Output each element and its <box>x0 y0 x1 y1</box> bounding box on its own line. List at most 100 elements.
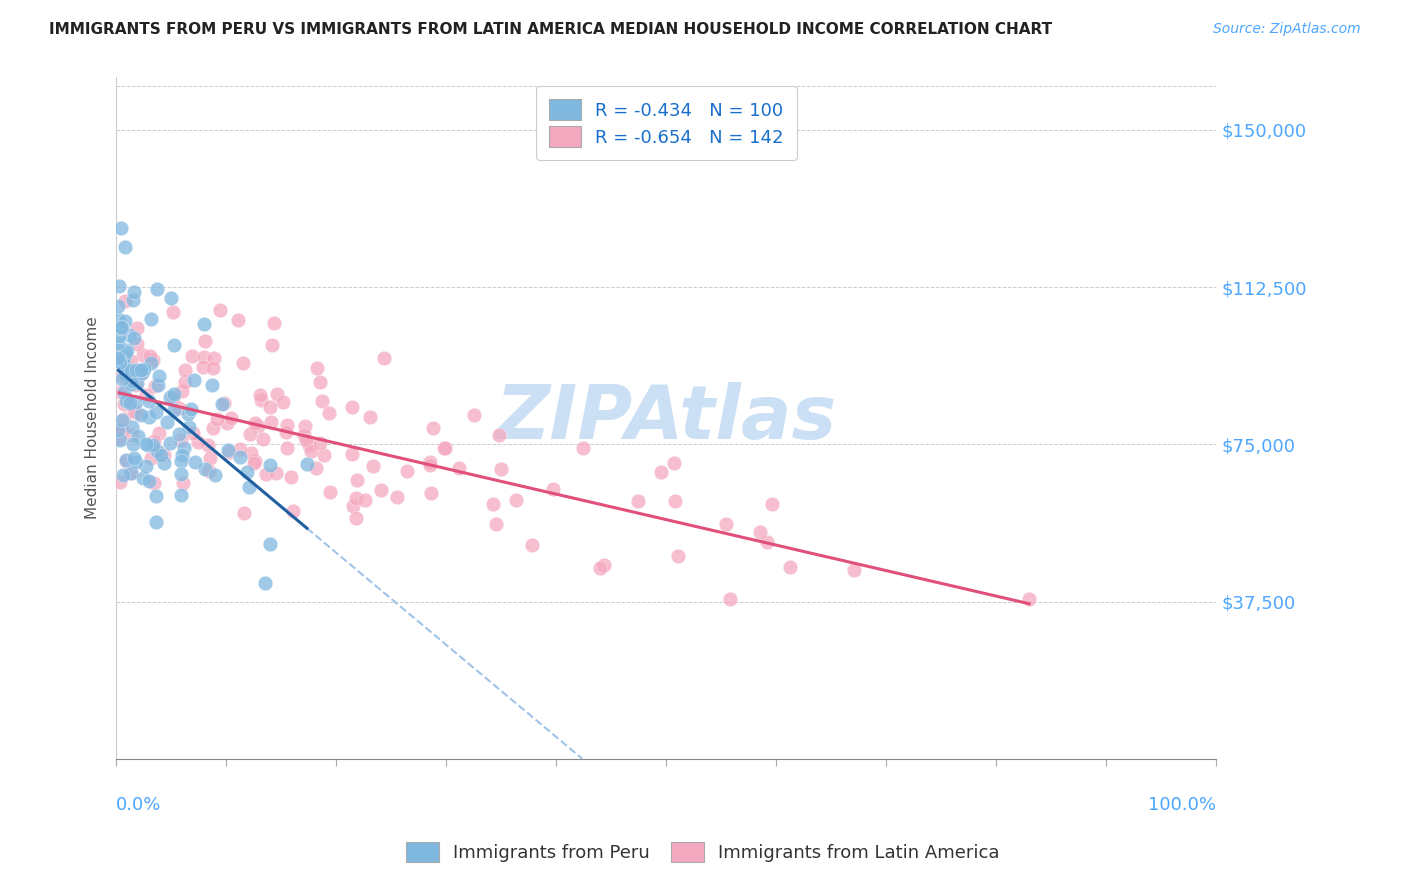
Point <box>183 425 205 440</box>
Point <box>125 406 148 420</box>
Point <box>131 367 153 381</box>
Point <box>148 426 170 441</box>
Point <box>107 423 129 437</box>
Point <box>173 441 195 455</box>
Point <box>174 376 197 390</box>
Point <box>307 361 329 376</box>
Point <box>136 438 159 452</box>
Point <box>149 448 172 462</box>
Point <box>218 445 240 459</box>
Point <box>217 443 239 458</box>
Point <box>122 404 145 418</box>
Point <box>243 456 266 470</box>
Point <box>129 366 152 380</box>
Point <box>148 368 170 383</box>
Point <box>232 356 254 370</box>
Point <box>194 334 217 348</box>
Point <box>170 467 193 481</box>
Point <box>485 517 508 532</box>
Point <box>180 349 202 363</box>
Point <box>193 317 215 331</box>
Point <box>263 316 285 330</box>
Point <box>274 425 297 439</box>
Point <box>107 343 129 358</box>
Point <box>112 412 135 426</box>
Point <box>114 367 136 381</box>
Point <box>228 450 250 464</box>
Point <box>108 475 131 489</box>
Point <box>650 466 672 480</box>
Point <box>135 388 157 402</box>
Text: ZIPAtlas: ZIPAtlas <box>496 382 837 455</box>
Point <box>197 438 219 452</box>
Point <box>305 461 328 475</box>
Point <box>108 352 131 367</box>
Point <box>543 482 565 496</box>
Point <box>121 376 143 391</box>
Point <box>111 468 134 483</box>
Point <box>129 363 152 377</box>
Point <box>142 434 165 448</box>
Point <box>266 467 288 481</box>
Point <box>482 497 505 511</box>
Point <box>842 563 865 577</box>
Point <box>108 354 131 368</box>
Point <box>260 415 283 429</box>
Point <box>353 492 375 507</box>
Point <box>115 344 138 359</box>
Point <box>138 409 160 424</box>
Point <box>145 444 167 458</box>
Point <box>198 451 221 466</box>
Point <box>205 411 228 425</box>
Point <box>238 480 260 494</box>
Point <box>170 454 193 468</box>
Point <box>298 437 321 451</box>
Point <box>145 404 167 418</box>
Point <box>370 483 392 497</box>
Point <box>163 338 186 352</box>
Point <box>249 388 271 402</box>
Point <box>167 401 190 415</box>
Point <box>666 549 689 563</box>
Point <box>419 458 441 472</box>
Point <box>120 467 142 481</box>
Point <box>276 441 298 455</box>
Point <box>111 355 134 369</box>
Point <box>107 351 129 365</box>
Text: 0.0%: 0.0% <box>117 797 162 814</box>
Point <box>340 447 363 461</box>
Point <box>143 379 166 393</box>
Point <box>141 451 163 466</box>
Point <box>156 415 179 429</box>
Point <box>121 437 143 451</box>
Point <box>167 426 190 441</box>
Point <box>121 420 143 434</box>
Point <box>318 406 340 420</box>
Point <box>433 442 456 456</box>
Point <box>163 402 186 417</box>
Legend: Immigrants from Peru, Immigrants from Latin America: Immigrants from Peru, Immigrants from La… <box>399 834 1007 870</box>
Point <box>422 420 444 434</box>
Point <box>183 373 205 387</box>
Point <box>259 400 281 414</box>
Point <box>253 575 276 590</box>
Point <box>283 504 305 518</box>
Text: Source: ZipAtlas.com: Source: ZipAtlas.com <box>1213 22 1361 37</box>
Point <box>463 408 485 422</box>
Point <box>232 506 254 520</box>
Point <box>314 448 336 462</box>
Point <box>505 493 527 508</box>
Point <box>110 369 132 384</box>
Point <box>294 419 316 434</box>
Point <box>309 436 332 450</box>
Point <box>138 475 160 489</box>
Point <box>111 372 134 386</box>
Point <box>107 299 129 313</box>
Point <box>107 312 129 326</box>
Point <box>489 462 512 476</box>
Point <box>159 390 181 404</box>
Point <box>193 350 215 364</box>
Point <box>259 537 281 551</box>
Point <box>146 282 169 296</box>
Point <box>170 433 193 447</box>
